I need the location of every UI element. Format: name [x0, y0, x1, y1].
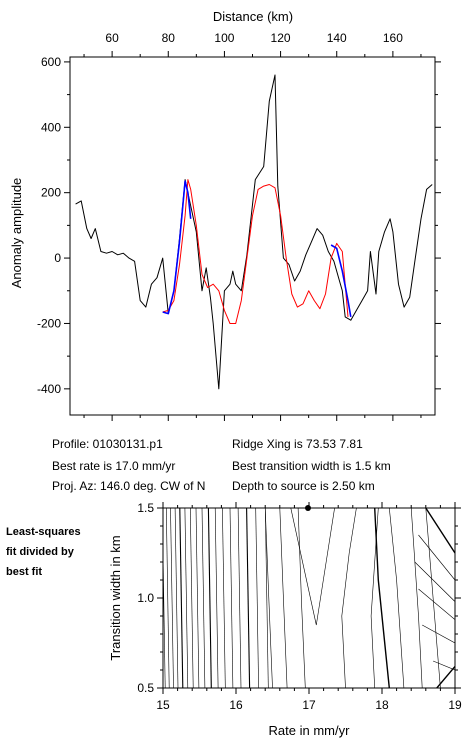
observed-anomaly-line [75, 74, 433, 390]
rate-tick-label: 17 [302, 698, 316, 712]
x-axis-label: Distance (km) [213, 9, 293, 24]
contour-line [264, 508, 273, 688]
misfit-note-line: Least-squares [6, 526, 81, 538]
rate-tick-label: 18 [375, 698, 389, 712]
x-tick-label: 160 [383, 31, 403, 45]
x-tick-label: 140 [327, 31, 347, 45]
contour-line [425, 508, 441, 688]
y-tick-label: 0 [54, 251, 61, 265]
rate-axis-label: Rate in mm/yr [269, 723, 351, 738]
y-tick-label: -200 [37, 316, 61, 330]
contour-line [418, 588, 455, 620]
contour-line [163, 532, 166, 688]
fit-window-line [162, 180, 192, 315]
contour-line [410, 508, 423, 688]
profile-series [75, 74, 433, 390]
width-axis-label: Transition width in km [108, 535, 123, 660]
contour-line [170, 508, 174, 688]
width-tick-label: 0.5 [137, 681, 154, 695]
contour-line [370, 508, 379, 688]
contour-line [255, 508, 259, 688]
contour-plot-frame [162, 507, 456, 689]
best-transition-width: Best transition width is 1.5 km [232, 459, 391, 473]
contour-line [195, 508, 200, 688]
model-anomaly-line [162, 179, 349, 324]
best-fit-marker [305, 505, 311, 511]
misfit-note-line: best fit [6, 566, 43, 578]
contour-line [190, 508, 194, 688]
contour-line [184, 508, 189, 688]
contour-line [297, 508, 306, 688]
contour-line [214, 508, 219, 688]
rate-tick-label: 16 [229, 698, 243, 712]
projection-azimuth: Proj. Az: 146.0 deg. CW of N [52, 479, 206, 493]
profile-ticks: 60 80 100 120 140 160 -400 -200 0 200 400 600 [37, 31, 441, 421]
profile-plot-frame [69, 56, 436, 416]
y-tick-label: 600 [41, 55, 61, 69]
contour-line [418, 534, 455, 581]
contour-line [432, 660, 455, 671]
contour-line [414, 561, 455, 602]
y-tick-label: 200 [41, 186, 61, 200]
fit-window-line [330, 244, 352, 318]
contour-line [166, 508, 170, 688]
contour-lines [163, 508, 455, 688]
contour-line [389, 508, 405, 688]
contour-line [222, 508, 226, 688]
x-tick-label: 100 [214, 31, 234, 45]
contour-line [374, 508, 390, 688]
width-tick-label: 1.0 [137, 591, 154, 605]
contour-ticks: 15 16 17 18 19 0.5 1.0 1.5 [137, 501, 462, 712]
y-tick-label: -400 [37, 382, 61, 396]
best-rate: Best rate is 17.0 mm/yr [52, 459, 176, 473]
contour-line [179, 508, 184, 688]
contour-line [341, 508, 357, 688]
x-tick-label: 120 [271, 31, 291, 45]
misfit-note: Least-squares fit divided by best fit [6, 522, 81, 582]
width-tick-label: 1.5 [137, 501, 154, 515]
contour-line [422, 624, 455, 644]
rate-tick-label: 15 [156, 698, 170, 712]
profile-name: Profile: 01030131.p1 [52, 437, 163, 451]
y-tick-label: 400 [41, 120, 61, 134]
misfit-contour-chart: 15 16 17 18 19 0.5 1.0 1.5 Rate in mm/yr Transi… [108, 501, 462, 738]
contour-line [174, 508, 179, 688]
contour-line [229, 508, 234, 688]
ridge-crossing: Ridge Xing is 73.53 7.81 [232, 437, 363, 451]
contour-line [290, 508, 335, 626]
contour-line [246, 508, 251, 688]
misfit-note-line: fit divided by [6, 546, 74, 558]
contour-line [201, 508, 206, 688]
x-tick-label: 60 [105, 31, 119, 45]
source-depth: Depth to source is 2.50 km [232, 479, 375, 493]
contour-line [279, 508, 288, 688]
contour-line [237, 508, 242, 688]
contour-line [207, 508, 212, 688]
rate-tick-label: 19 [448, 698, 462, 712]
profile-chart: 60 80 100 120 140 160 -400 -200 0 200 400 600 Dista… [9, 9, 441, 421]
contour-line [425, 508, 455, 554]
x-tick-label: 80 [162, 31, 176, 45]
contour-line [436, 665, 455, 688]
contour-line [265, 508, 269, 688]
y-axis-label: Anomaly amplitude [9, 178, 24, 289]
